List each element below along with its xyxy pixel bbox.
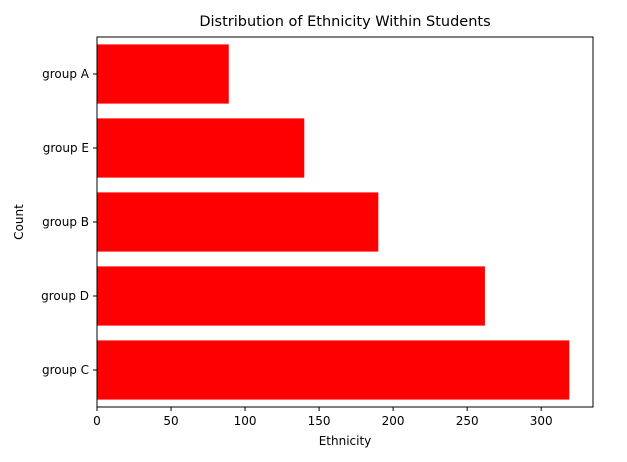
x-tick-label: 0 bbox=[93, 414, 101, 428]
y-tick-label: group E bbox=[43, 141, 89, 155]
bar-group-a bbox=[97, 44, 229, 104]
x-axis-ticks: 0 50 100 150 200 250 300 bbox=[93, 407, 553, 428]
bar-group-b bbox=[97, 192, 379, 252]
x-tick-label: 250 bbox=[456, 414, 479, 428]
y-axis-ticks: group C group D group B group E group A bbox=[41, 67, 97, 377]
bar-group-c bbox=[97, 340, 570, 400]
y-tick-label: group A bbox=[42, 67, 90, 81]
y-tick-label: group C bbox=[42, 363, 89, 377]
x-tick-label: 50 bbox=[163, 414, 178, 428]
chart-title: Distribution of Ethnicity Within Student… bbox=[199, 14, 490, 30]
x-tick-label: 300 bbox=[530, 414, 553, 428]
y-tick-label: group B bbox=[42, 215, 89, 229]
x-tick-label: 100 bbox=[234, 414, 257, 428]
bars-layer bbox=[97, 44, 570, 400]
bar-group-e bbox=[97, 118, 305, 178]
x-tick-label: 150 bbox=[308, 414, 331, 428]
y-axis-title: Count bbox=[12, 204, 26, 240]
y-tick-label: group D bbox=[41, 289, 89, 303]
x-axis-title: Ethnicity bbox=[319, 434, 372, 448]
x-tick-label: 200 bbox=[382, 414, 405, 428]
bar-group-d bbox=[97, 266, 485, 326]
